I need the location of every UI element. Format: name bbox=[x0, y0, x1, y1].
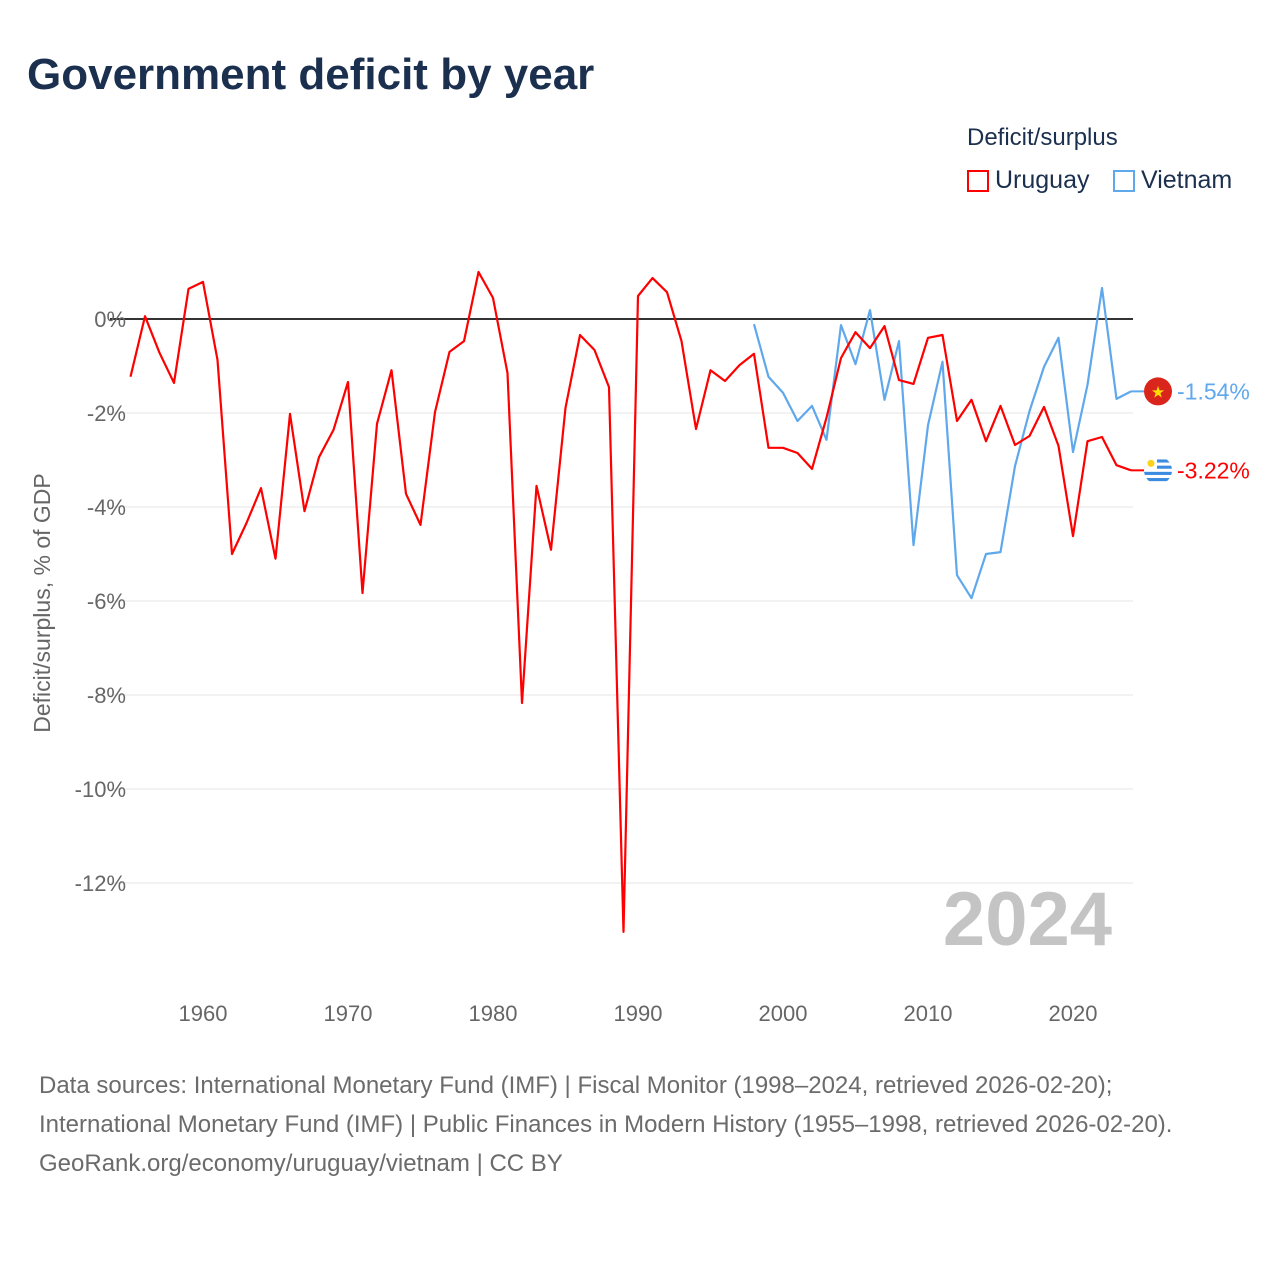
end-value-label: -3.22% bbox=[1177, 457, 1250, 483]
year-watermark: 2024 bbox=[943, 877, 1112, 962]
footer: Data sources: International Monetary Fun… bbox=[39, 1066, 1239, 1183]
x-tick-label: 1970 bbox=[324, 1001, 373, 1026]
y-axis-label: Deficit/surplus, % of GDP bbox=[29, 473, 55, 732]
credit-link[interactable]: GeoRank.org/economy/uruguay/vietnam | CC… bbox=[39, 1150, 563, 1177]
y-tick-label: -8% bbox=[87, 683, 126, 708]
x-tick-label: 2020 bbox=[1049, 1001, 1098, 1026]
x-tick-label: 1960 bbox=[179, 1001, 228, 1026]
end-value-label: -1.54% bbox=[1177, 378, 1250, 404]
x-tick-label: 1990 bbox=[614, 1001, 663, 1026]
y-tick-label: -12% bbox=[75, 871, 126, 896]
x-tick-label: 2000 bbox=[759, 1001, 808, 1026]
legend-label: Vietnam bbox=[1141, 166, 1233, 194]
chart-title: Government deficit by year bbox=[27, 50, 595, 99]
legend-swatch-vietnam bbox=[1113, 169, 1135, 192]
vietnam-flag-icon: ★ bbox=[1144, 377, 1172, 406]
y-tick-label: -2% bbox=[87, 401, 126, 426]
y-tick-label: -4% bbox=[87, 495, 126, 520]
data-sources: Data sources: International Monetary Fun… bbox=[39, 1072, 1173, 1138]
y-tick-label: -10% bbox=[75, 777, 126, 802]
x-tick-label: 2010 bbox=[904, 1001, 953, 1026]
svg-text:★: ★ bbox=[1151, 384, 1165, 401]
legend-title: Deficit/surplus bbox=[967, 124, 1118, 151]
x-tick-label: 1980 bbox=[469, 1001, 518, 1026]
uruguay-flag-icon bbox=[1144, 456, 1172, 485]
series-line-vietnam bbox=[752, 286, 1132, 600]
y-tick-label: 0% bbox=[94, 307, 126, 332]
legend-item-uruguay[interactable]: Uruguay bbox=[967, 166, 1090, 195]
series-line-uruguay bbox=[129, 270, 1132, 934]
y-tick-label: -6% bbox=[87, 589, 126, 614]
legend-label: Uruguay bbox=[995, 166, 1090, 194]
legend-swatch-uruguay bbox=[967, 169, 989, 192]
legend-item-vietnam[interactable]: Vietnam bbox=[1113, 166, 1232, 195]
